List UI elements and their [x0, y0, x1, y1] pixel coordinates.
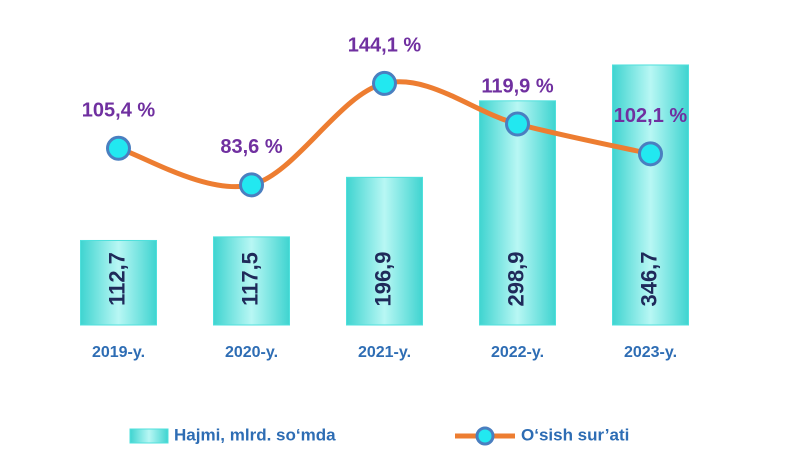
bar	[612, 64, 689, 326]
line-value-label: 144,1 %	[348, 35, 422, 57]
bar	[346, 176, 423, 326]
bar	[479, 100, 556, 326]
line-value-label: 102,1 %	[614, 105, 688, 127]
legend-swatch	[129, 428, 169, 444]
line-point	[505, 111, 530, 137]
line	[117, 79, 652, 189]
bar	[80, 239, 157, 326]
x-tick-label: 2022-y.	[491, 344, 544, 361]
bar-value-label: 196,9	[370, 251, 395, 306]
line-point	[638, 141, 663, 167]
x-tick-label: 2023-y.	[624, 344, 677, 361]
x-tick-label: 2021-y.	[358, 344, 411, 361]
legend-label: O‘sish sur’ati	[521, 425, 629, 444]
line-point	[106, 135, 131, 161]
line-point	[372, 70, 397, 96]
legend-swatch	[475, 426, 495, 446]
legend-label: Hajmi, mlrd. so‘mda	[174, 425, 336, 444]
bar-value-label: 117,5	[237, 252, 262, 306]
x-tick-label: 2019-y.	[92, 344, 145, 361]
bar-value-label: 112,7	[104, 252, 129, 306]
bar	[213, 236, 290, 326]
bar-value-label: 298,9	[503, 251, 528, 306]
line-point	[239, 172, 264, 198]
line-value-label: 105,4 %	[82, 100, 156, 122]
line-value-label: 83,6 %	[220, 136, 282, 158]
bar-value-label: 346,7	[636, 251, 661, 306]
line-value-label: 119,9 %	[481, 75, 554, 97]
x-tick-label: 2020-y.	[225, 344, 278, 361]
